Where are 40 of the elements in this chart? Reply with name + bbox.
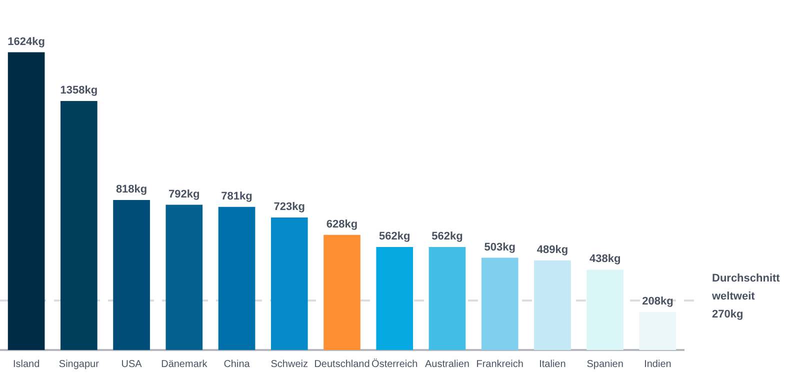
- x-tick-label: USA: [121, 358, 142, 370]
- data-label: 792kg: [168, 188, 200, 200]
- bar: [639, 312, 676, 350]
- bar: [113, 200, 150, 350]
- data-label: 208kg: [642, 295, 674, 308]
- bar: [60, 101, 98, 350]
- bar: [270, 217, 308, 350]
- bar: [166, 204, 203, 350]
- data-label: 562kg: [379, 230, 410, 242]
- x-tick-label: Deutschland: [314, 358, 370, 370]
- x-tick-label: Frankreich: [476, 358, 524, 370]
- x-tick-label: China: [224, 358, 250, 370]
- bar: [534, 260, 571, 350]
- x-tick-label: Australien: [424, 358, 470, 370]
- bar: [324, 234, 360, 350]
- bar: [8, 52, 45, 350]
- data-label: 1358kg: [60, 84, 98, 97]
- x-tick-label: Singapur: [58, 358, 100, 370]
- x-tick-label: Österreich: [372, 358, 418, 370]
- bar: [586, 270, 624, 350]
- data-label: 781kg: [221, 190, 252, 202]
- bar: [376, 246, 414, 350]
- data-label: 628kg: [326, 218, 358, 230]
- x-tick-label: Spanien: [586, 358, 624, 370]
- x-tick-label: Schweiz: [270, 358, 308, 370]
- data-label: 723kg: [274, 200, 305, 213]
- ref-line-label: Durchschnitt weltweit 270kg: [711, 272, 780, 321]
- data-label: 489kg: [536, 244, 568, 256]
- data-label: 438kg: [589, 253, 621, 266]
- data-label: 562kg: [432, 230, 463, 242]
- bar: [481, 258, 518, 350]
- x-tick-label: Island: [12, 358, 40, 370]
- x-tick-label: Italien: [539, 358, 566, 370]
- bar: [218, 206, 256, 350]
- data-label: 818kg: [116, 184, 148, 196]
- x-tick-label: Indien: [644, 358, 672, 370]
- bar: [428, 246, 466, 350]
- data-label: 1624kg: [8, 36, 45, 48]
- x-tick-label: Dänemark: [161, 358, 208, 370]
- data-label: 503kg: [484, 241, 516, 254]
